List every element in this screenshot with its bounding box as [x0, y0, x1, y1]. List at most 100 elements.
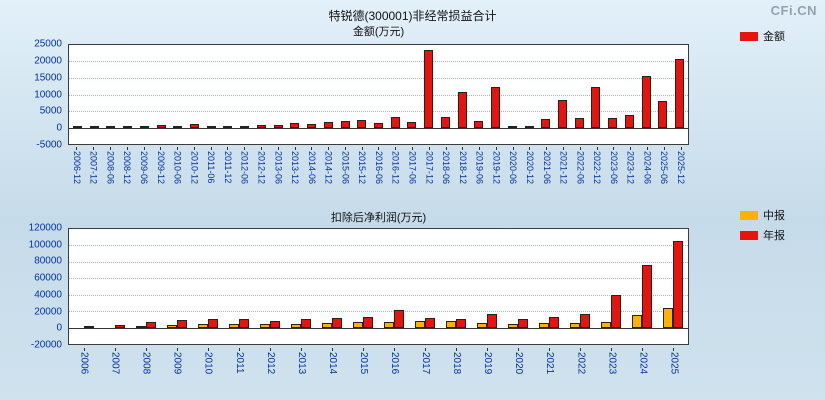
- x-tick: 2023-12: [622, 147, 639, 205]
- x-tick-label: 2025-06: [659, 151, 670, 185]
- bar-slot: [604, 45, 621, 144]
- gridline: [69, 245, 688, 247]
- bar-slot: [136, 45, 153, 144]
- bar-slot: [564, 229, 595, 344]
- bar-slot: [537, 45, 554, 144]
- x-tick-label: 2014-06: [306, 151, 317, 185]
- x-tick-label: 2024-06: [642, 151, 653, 185]
- top-chart-plot-area: [68, 44, 689, 145]
- x-tick: 2008: [130, 348, 161, 394]
- bar-slot: [193, 229, 224, 344]
- annual-bar-2006: [84, 325, 95, 328]
- bar-slot: [420, 45, 437, 144]
- bottom-chart-x-axis: 2006 2007 2008 2009 2010 2011 2012 2013 2014 2015…: [68, 348, 689, 394]
- x-tick: 2009-12: [152, 147, 169, 205]
- amount-bar-2022-12: [591, 86, 601, 128]
- amount-bar-2024-06: [641, 75, 651, 128]
- x-tick-label: 2006: [78, 352, 90, 375]
- x-tick: 2012: [254, 348, 285, 394]
- x-tick-label: 2022-06: [575, 151, 586, 185]
- x-tick: 2013-06: [269, 147, 286, 205]
- bar-slot: [626, 229, 657, 344]
- x-tick-label: 2021: [544, 352, 556, 375]
- x-tick: 2011-06: [202, 147, 219, 205]
- bar-slot: [437, 45, 454, 144]
- legend-swatch-interim: [740, 210, 758, 220]
- legend-label-amount: 金额: [763, 31, 785, 43]
- annual-bar-2007: [115, 325, 126, 328]
- x-tick: 2008-12: [118, 147, 135, 205]
- x-tick-label: 2009-12: [155, 151, 166, 185]
- annual-bar-2010: [208, 318, 219, 328]
- bar-slot: [353, 45, 370, 144]
- bar-slot: [131, 229, 162, 344]
- amount-bar-2013-12: [290, 122, 300, 128]
- top-chart-x-axis: 2006-12 2007-12 2008-06 2008-12 2009-06 2009-…: [68, 147, 689, 205]
- x-tick: 2025-12: [672, 147, 689, 205]
- annual-bar-2018: [455, 319, 466, 328]
- x-tick: 2020-06: [504, 147, 521, 205]
- x-tick-label: 2017-06: [407, 151, 418, 185]
- top-chart-legend: 金额: [740, 28, 785, 44]
- x-tick: 2012-12: [253, 147, 270, 205]
- amount-bar-2010-06: [173, 125, 183, 128]
- x-tick-label: 2015-12: [357, 151, 368, 185]
- x-tick-label: 2016-06: [373, 151, 384, 185]
- x-tick: 2015-12: [353, 147, 370, 205]
- zero-axis-line: [69, 327, 688, 329]
- interim-bar-2010: [198, 324, 209, 328]
- amount-bar-2020-12: [524, 125, 534, 128]
- bar-slot: [162, 229, 193, 344]
- bar-slot: [224, 229, 255, 344]
- bar-slot: [571, 45, 588, 144]
- gridline: [69, 94, 688, 96]
- x-tick-label: 2007: [109, 352, 121, 375]
- x-tick: 2015: [347, 348, 378, 394]
- legend-row-annual: 年报: [740, 227, 785, 243]
- interim-bar-2018: [445, 321, 456, 328]
- top-chart-title: 特锐德(300001)非经常损益合计: [328, 9, 497, 23]
- top-chart-y-axis: 25000 20000 15000 10000 5000 0 -5000: [0, 39, 62, 151]
- x-tick-label: 2009: [171, 352, 183, 375]
- x-tick: 2016-06: [370, 147, 387, 205]
- bar-slot: [621, 45, 638, 144]
- x-tick: 2013: [285, 348, 316, 394]
- amount-bar-2015-06: [340, 121, 350, 128]
- bar-slot: [504, 45, 521, 144]
- bar-slot: [270, 45, 287, 144]
- bar-slot: [255, 229, 286, 344]
- interim-bar-2011: [229, 323, 240, 328]
- x-tick: 2015-06: [337, 147, 354, 205]
- bar-slot: [236, 45, 253, 144]
- legend-row-interim: 中报: [740, 207, 785, 223]
- y-tick-label: 100000: [28, 239, 62, 251]
- bottom-chart-legend: 中报 年报: [740, 207, 785, 243]
- amount-bar-2015-12: [357, 119, 367, 128]
- x-tick: 2024: [627, 348, 658, 394]
- x-tick-label: 2018: [451, 352, 463, 375]
- interim-bar-2020: [507, 324, 518, 328]
- x-tick: 2010: [192, 348, 223, 394]
- bar-slot: [119, 45, 136, 144]
- x-tick: 2017-12: [420, 147, 437, 205]
- x-tick: 2009: [161, 348, 192, 394]
- annual-bar-2024: [641, 265, 652, 328]
- amount-bar-2016-06: [373, 122, 383, 128]
- bar-slot: [521, 45, 538, 144]
- x-tick: 2006-12: [68, 147, 85, 205]
- x-tick-label: 2016-12: [390, 151, 401, 185]
- gridline: [69, 311, 688, 313]
- bar-slot: [502, 229, 533, 344]
- x-tick: 2016: [378, 348, 409, 394]
- x-tick-label: 2010-06: [172, 151, 183, 185]
- amount-bar-2009-06: [139, 125, 149, 128]
- x-tick-label: 2006-12: [71, 151, 82, 185]
- bar-slot: [337, 45, 354, 144]
- amount-bar-2010-12: [189, 124, 199, 128]
- x-tick: 2016-12: [387, 147, 404, 205]
- amount-bar-2023-12: [624, 114, 634, 128]
- x-tick-label: 2008-12: [122, 151, 133, 185]
- bottom-chart-y-axis: 120000 100000 80000 60000 40000 20000 0 -20000: [0, 223, 62, 351]
- interim-bar-2019: [476, 322, 487, 328]
- y-tick-label: 15000: [34, 72, 62, 84]
